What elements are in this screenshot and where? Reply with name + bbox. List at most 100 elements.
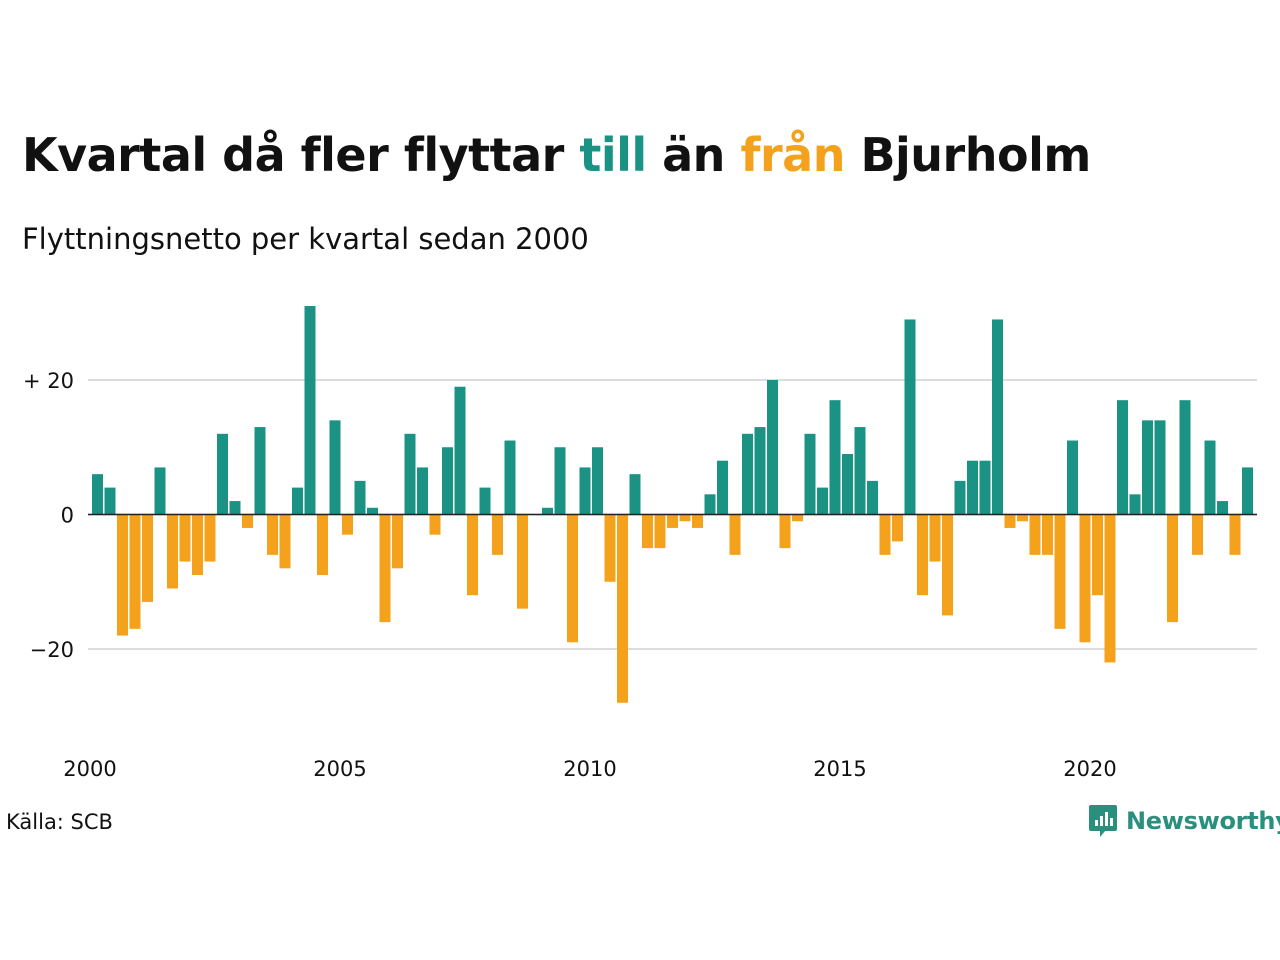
bar bbox=[904, 319, 916, 515]
bar bbox=[167, 514, 178, 589]
bar bbox=[204, 514, 216, 562]
bar bbox=[442, 447, 453, 515]
x-tick-label: 2020 bbox=[1063, 757, 1116, 781]
bar bbox=[454, 386, 466, 515]
title-fran: från bbox=[740, 128, 845, 182]
bar bbox=[1129, 494, 1141, 515]
bar bbox=[242, 514, 253, 528]
bar bbox=[1154, 420, 1166, 515]
newsworthy-logo-icon bbox=[1089, 805, 1117, 837]
bar bbox=[729, 514, 741, 555]
title-till: till bbox=[579, 128, 647, 182]
bar bbox=[142, 514, 153, 602]
bar bbox=[179, 514, 191, 562]
bar bbox=[942, 514, 953, 616]
bar bbox=[829, 400, 841, 515]
bar bbox=[1142, 420, 1153, 515]
bar bbox=[642, 514, 653, 549]
bar bbox=[354, 480, 366, 515]
bar bbox=[667, 514, 678, 528]
bar bbox=[392, 514, 403, 569]
bar bbox=[954, 480, 966, 515]
bar bbox=[704, 494, 716, 515]
y-tick-label: 0 bbox=[61, 504, 74, 528]
bar bbox=[342, 514, 353, 535]
bar bbox=[154, 467, 166, 515]
bar bbox=[292, 487, 303, 515]
bar bbox=[192, 514, 203, 576]
bar bbox=[867, 480, 878, 515]
title-part-3: Bjurholm bbox=[844, 128, 1091, 182]
bar bbox=[929, 514, 941, 562]
bar bbox=[1054, 514, 1066, 629]
bar bbox=[717, 460, 728, 515]
chart-subtitle: Flyttningsnetto per kvartal sedan 2000 bbox=[22, 222, 589, 256]
y-tick-label: + 20 bbox=[23, 369, 74, 393]
brand-logo: Newsworthy bbox=[1088, 803, 1280, 839]
bar bbox=[317, 514, 328, 576]
bar bbox=[129, 514, 141, 629]
bar bbox=[779, 514, 791, 549]
bar bbox=[879, 514, 891, 555]
bar bbox=[817, 487, 828, 515]
source-note: Källa: SCB bbox=[6, 810, 113, 834]
brand-name: Newsworthy bbox=[1126, 807, 1280, 835]
bar bbox=[579, 467, 591, 515]
bar bbox=[679, 514, 691, 522]
bar bbox=[417, 467, 428, 515]
bar bbox=[517, 514, 528, 609]
bar bbox=[792, 514, 803, 522]
bar bbox=[542, 507, 553, 515]
bar bbox=[967, 460, 978, 515]
bar bbox=[1104, 514, 1116, 663]
title-part-1: Kvartal då fler flyttar bbox=[22, 128, 580, 182]
bar bbox=[1017, 514, 1028, 522]
bar bbox=[842, 453, 853, 515]
bar bbox=[654, 514, 666, 549]
bar bbox=[979, 460, 991, 515]
bar bbox=[1004, 514, 1016, 528]
bar bbox=[1042, 514, 1053, 555]
bar bbox=[279, 514, 291, 569]
bar bbox=[617, 514, 628, 703]
bar bbox=[217, 433, 228, 515]
bar bbox=[1217, 501, 1228, 515]
bar bbox=[892, 514, 903, 542]
bar bbox=[804, 433, 816, 515]
bar bbox=[754, 427, 766, 515]
bar bbox=[467, 514, 478, 596]
bar bbox=[604, 514, 616, 582]
bar bbox=[254, 427, 266, 515]
bar bbox=[1029, 514, 1041, 555]
bar bbox=[1229, 514, 1241, 555]
bar bbox=[992, 319, 1003, 515]
bar bbox=[492, 514, 503, 555]
bar bbox=[267, 514, 278, 555]
bar-chart: + 20 0 −20 2000 2005 2010 2015 2020 bbox=[23, 306, 1257, 781]
bar bbox=[1242, 467, 1253, 515]
bar bbox=[1067, 440, 1078, 515]
bar bbox=[479, 487, 491, 515]
bar bbox=[917, 514, 928, 596]
x-tick-label: 2010 bbox=[563, 757, 616, 781]
bar bbox=[692, 514, 703, 528]
title-part-2: än bbox=[646, 128, 741, 182]
bar bbox=[1079, 514, 1091, 643]
bar bbox=[379, 514, 391, 623]
bar bbox=[329, 420, 341, 515]
bar bbox=[1192, 514, 1203, 555]
x-tick-label: 2005 bbox=[313, 757, 366, 781]
bar bbox=[1179, 400, 1191, 515]
bar bbox=[854, 427, 866, 515]
bar bbox=[1092, 514, 1103, 596]
bar bbox=[104, 487, 116, 515]
bar bbox=[304, 306, 316, 515]
bar bbox=[1117, 400, 1128, 515]
bar bbox=[629, 474, 641, 515]
x-tick-label: 2015 bbox=[813, 757, 866, 781]
bar bbox=[767, 380, 778, 515]
bar bbox=[567, 514, 578, 643]
bar bbox=[92, 474, 103, 515]
bar bbox=[1167, 514, 1178, 623]
bar bbox=[229, 501, 241, 515]
